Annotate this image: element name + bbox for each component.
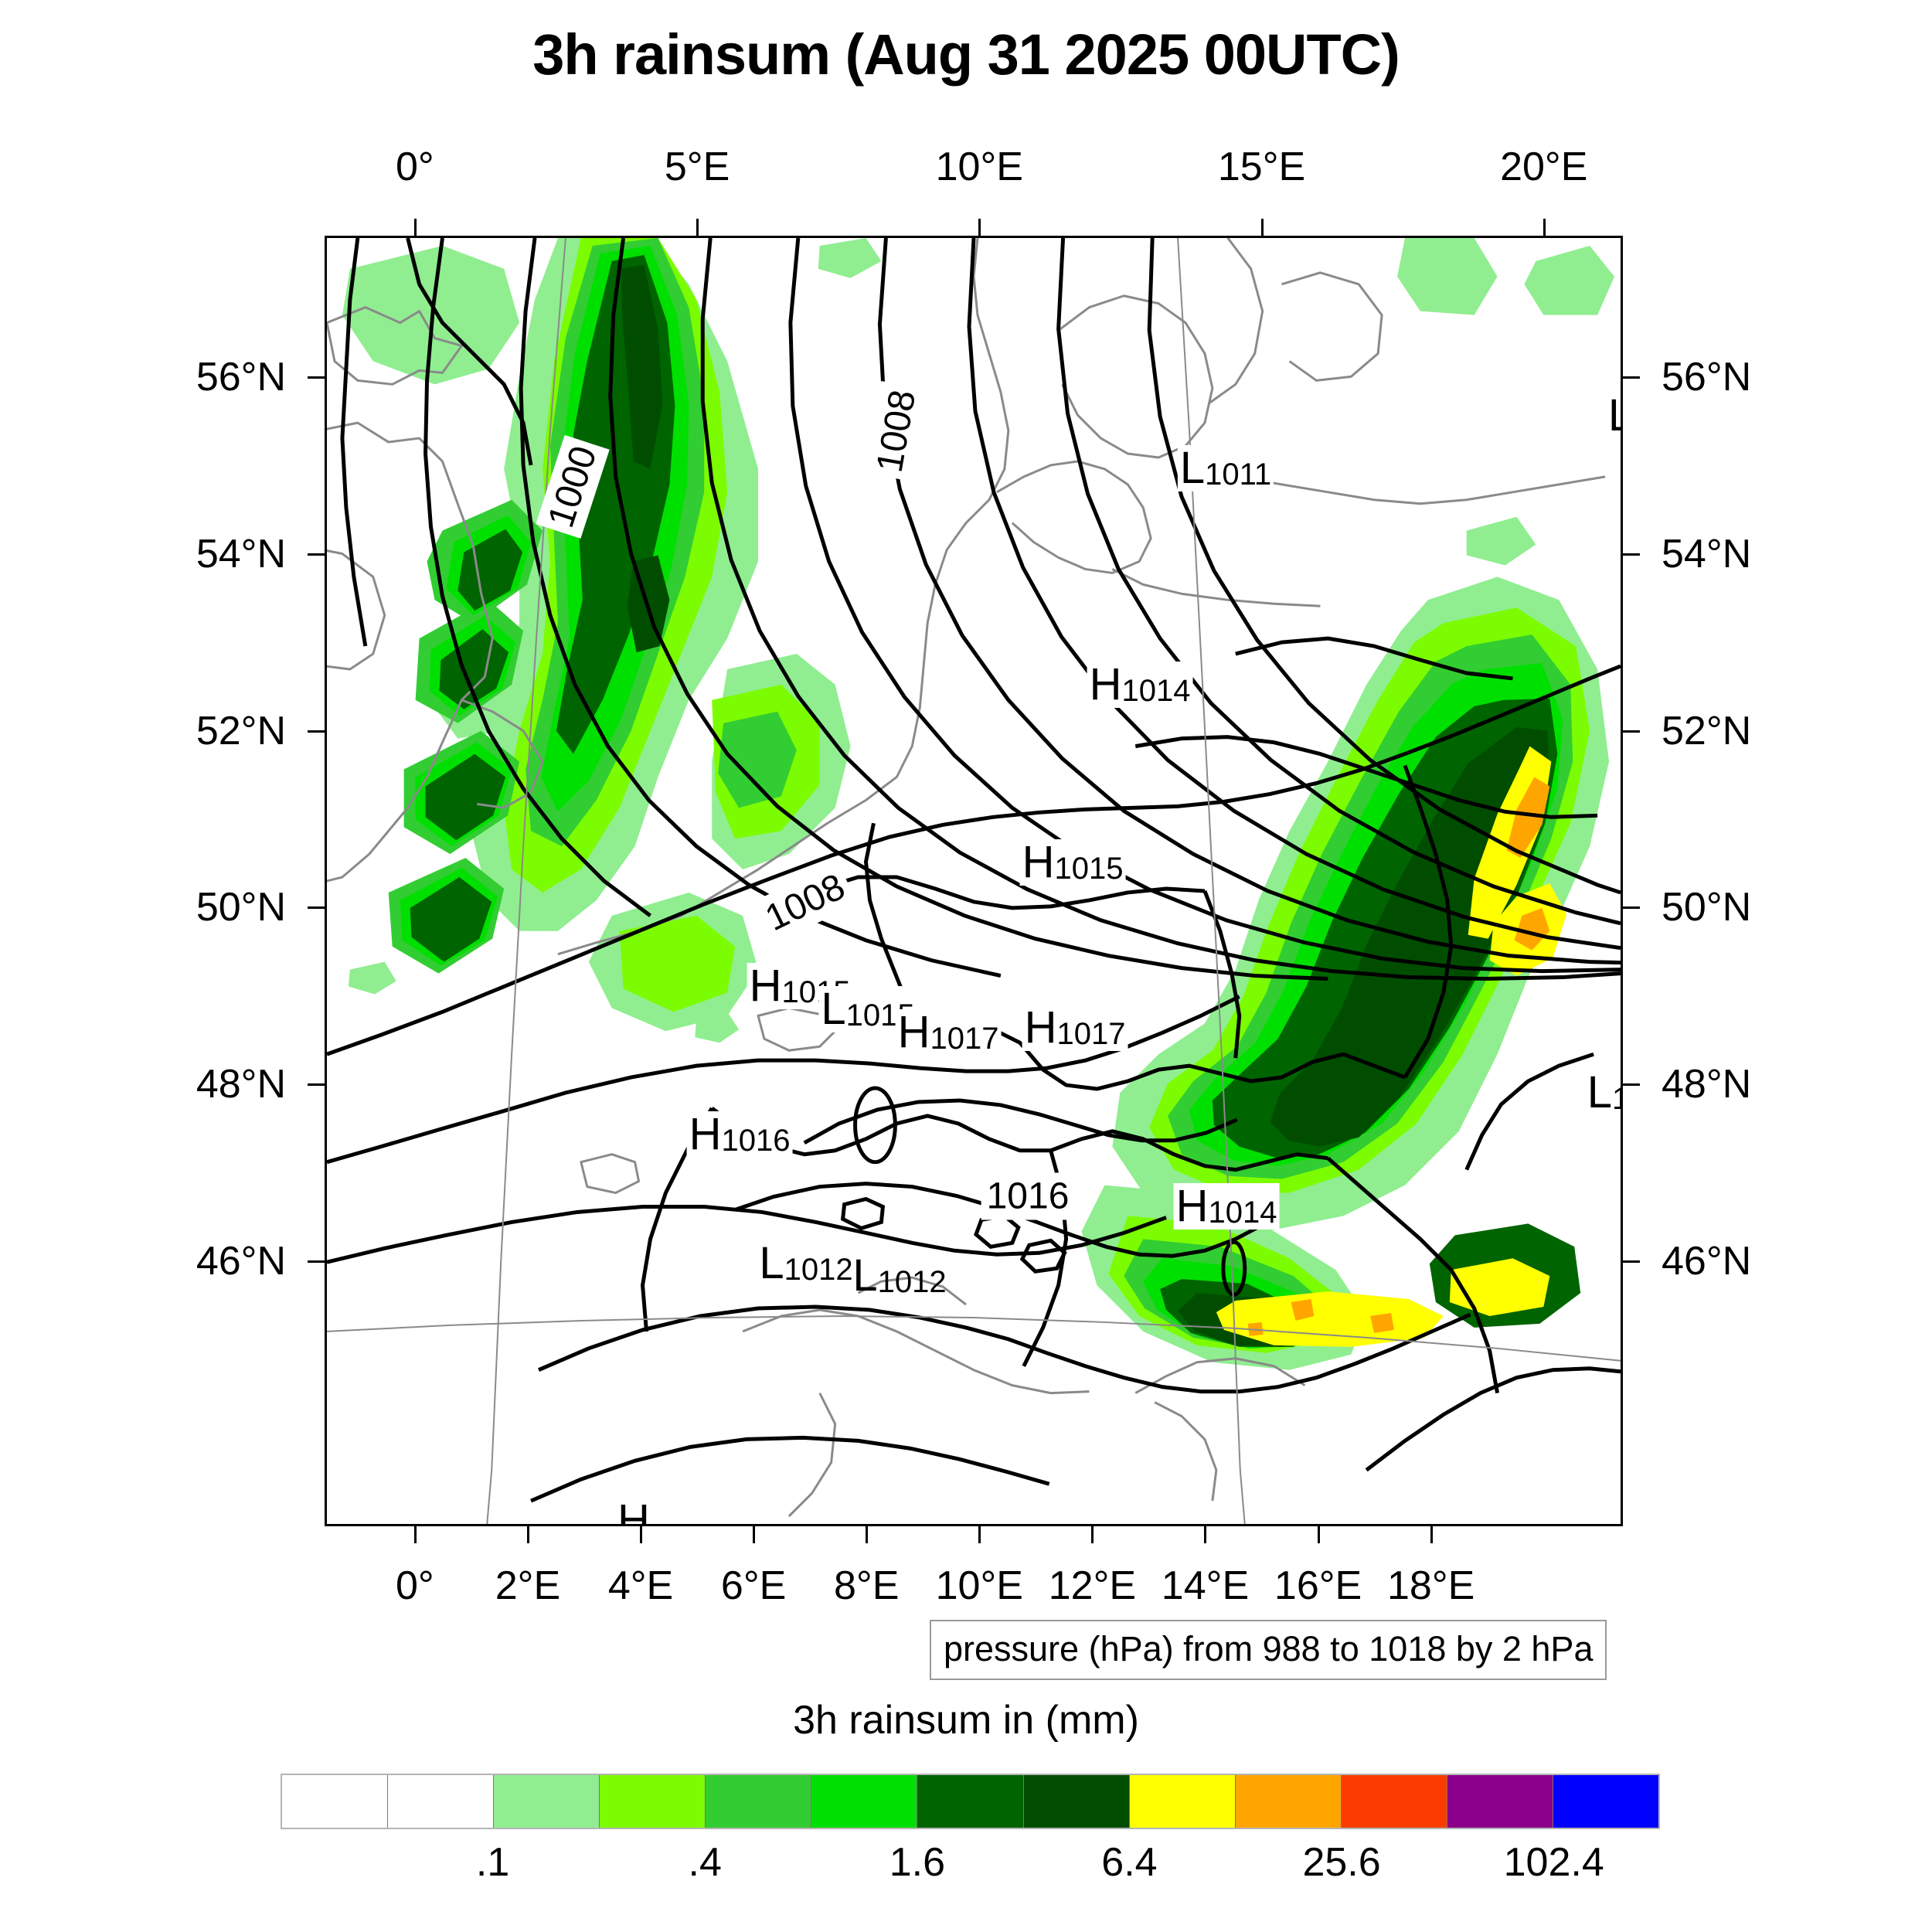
axis-tick-bottom-2 xyxy=(640,1526,643,1543)
axis-label-left-5: 46°N xyxy=(196,1238,286,1284)
axis-label-bottom-2: 4°E xyxy=(607,1563,674,1608)
pressure-system-H-1017-east: H1017 xyxy=(1022,1005,1128,1051)
colorbar-cell-1[interactable] xyxy=(388,1775,495,1828)
axis-label-top-4: 20°E xyxy=(1500,145,1588,189)
axis-label-bottom-1: 2°E xyxy=(495,1563,561,1608)
pressure-contour-layer xyxy=(327,238,1621,1503)
pressure-system-H-1014-north: H1014 xyxy=(1087,662,1193,708)
axis-label-left-4: 48°N xyxy=(196,1062,286,1107)
axis-tick-top-4 xyxy=(1543,219,1546,236)
map-plot-area[interactable]: L1011 H1014 H1015 H1015 L1015 H1017 H101… xyxy=(325,236,1623,1526)
page-title: 3h rainsum (Aug 31 2025 00UTC) xyxy=(532,22,1400,87)
colorbar-cell-9[interactable] xyxy=(1235,1775,1342,1828)
axis-tick-top-1 xyxy=(696,219,699,236)
colorbar-cell-3[interactable] xyxy=(600,1775,706,1828)
axis-label-right-4: 48°N xyxy=(1662,1062,1752,1107)
axis-label-top-0: 0° xyxy=(396,145,434,189)
axis-tick-bottom-8 xyxy=(1317,1526,1320,1543)
axis-label-bottom-8: 16°E xyxy=(1274,1563,1362,1608)
axis-tick-right-2 xyxy=(1623,730,1640,733)
axis-tick-bottom-7 xyxy=(1204,1526,1207,1543)
axis-label-bottom-6: 12°E xyxy=(1048,1563,1137,1608)
axis-tick-left-5 xyxy=(308,1260,325,1263)
colorbar-tick-labels: .1 .4 1.6 6.4 25.6 102.4 xyxy=(281,1839,1660,1893)
colorbar-cell-0[interactable] xyxy=(282,1775,389,1828)
pressure-system-L-clipped-north: L xyxy=(1606,393,1621,439)
axis-tick-bottom-4 xyxy=(866,1526,869,1543)
colorbar-label-1: .4 xyxy=(688,1840,722,1885)
axis-tick-left-3 xyxy=(308,906,325,910)
axis-label-right-2: 52°N xyxy=(1662,708,1752,753)
colorbar-label-4: 25.6 xyxy=(1302,1840,1381,1885)
axis-label-right-0: 56°N xyxy=(1662,355,1752,400)
colorbar-label-5: 102.4 xyxy=(1503,1840,1604,1885)
colorbar[interactable] xyxy=(281,1774,1660,1829)
colorbar-caption: 3h rainsum in (mm) xyxy=(793,1698,1139,1743)
pressure-system-L-1012-east: L1012 xyxy=(852,1250,947,1301)
colorbar-cell-7[interactable] xyxy=(1023,1775,1130,1828)
pressure-legend-box: pressure (hPa) from 988 to 1018 by 2 hPa xyxy=(930,1620,1607,1680)
axis-label-left-2: 52°N xyxy=(196,708,286,753)
axis-tick-bottom-9 xyxy=(1430,1526,1433,1543)
axis-label-bottom-9: 18°E xyxy=(1386,1563,1475,1608)
colorbar-label-2: 1.6 xyxy=(889,1840,945,1885)
axis-tick-left-2 xyxy=(308,730,325,733)
colorbar-label-0: .1 xyxy=(475,1840,510,1885)
axis-tick-bottom-6 xyxy=(1091,1526,1094,1543)
axis-label-right-5: 46°N xyxy=(1662,1238,1752,1284)
map-canvas xyxy=(327,238,1621,1524)
axis-label-bottom-5: 10°E xyxy=(935,1563,1023,1608)
colorbar-cell-4[interactable] xyxy=(706,1775,812,1828)
pressure-system-H-clipped-south: H xyxy=(617,1495,650,1526)
axis-label-bottom-0: 0° xyxy=(396,1563,434,1608)
axis-tick-bottom-5 xyxy=(978,1526,981,1543)
axis-tick-top-2 xyxy=(978,219,981,236)
axis-label-top-3: 15°E xyxy=(1217,145,1306,189)
pressure-system-L-1011: L1011 xyxy=(1177,445,1274,492)
axis-label-top-1: 5°E xyxy=(664,145,730,189)
axis-label-top-2: 10°E xyxy=(935,145,1023,189)
precip-scattered xyxy=(348,238,1536,1043)
colorbar-cell-12[interactable] xyxy=(1553,1775,1659,1828)
colorbar-cell-11[interactable] xyxy=(1447,1775,1553,1828)
pressure-system-H-1014-south: H1014 xyxy=(1173,1183,1280,1230)
axis-tick-right-0 xyxy=(1623,376,1640,379)
colorbar-label-3: 6.4 xyxy=(1101,1840,1158,1885)
axis-tick-right-3 xyxy=(1623,906,1640,910)
axis-label-bottom-4: 8°E xyxy=(834,1563,900,1608)
axis-tick-bottom-0 xyxy=(413,1526,417,1543)
axis-label-right-1: 54°N xyxy=(1662,531,1752,577)
axis-tick-right-5 xyxy=(1623,1260,1640,1263)
pressure-system-H-1015-east: H1015 xyxy=(1019,839,1126,886)
precip-shading-northwest xyxy=(342,238,851,1032)
contour-label-1016: 1016 xyxy=(981,1172,1075,1220)
axis-label-left-0: 56°N xyxy=(196,355,286,400)
axis-tick-bottom-3 xyxy=(753,1526,756,1543)
axis-tick-bottom-1 xyxy=(526,1526,529,1543)
pressure-system-H-1017-west: H1017 xyxy=(895,1009,1002,1056)
axis-tick-right-1 xyxy=(1623,553,1640,556)
axis-label-bottom-3: 6°E xyxy=(720,1563,787,1608)
axis-tick-left-4 xyxy=(308,1083,325,1087)
colorbar-cell-10[interactable] xyxy=(1341,1775,1447,1828)
colorbar-cell-6[interactable] xyxy=(917,1775,1024,1828)
colorbar-cell-5[interactable] xyxy=(811,1775,918,1828)
colorbar-cell-2[interactable] xyxy=(494,1775,600,1828)
axis-tick-left-1 xyxy=(308,553,325,556)
axis-tick-left-0 xyxy=(308,376,325,379)
precip-shading-southeast xyxy=(1081,238,1615,1370)
axis-tick-top-0 xyxy=(413,219,417,236)
colorbar-cell-8[interactable] xyxy=(1129,1775,1236,1828)
pressure-system-L-1012-west: L1012 xyxy=(759,1238,853,1288)
axis-label-bottom-7: 14°E xyxy=(1161,1563,1250,1608)
axis-tick-top-3 xyxy=(1260,219,1264,236)
axis-label-right-3: 50°N xyxy=(1662,885,1752,930)
axis-label-left-1: 54°N xyxy=(196,531,286,577)
pressure-system-L-1-clipped: L1 xyxy=(1587,1067,1621,1117)
axis-label-left-3: 50°N xyxy=(196,885,286,930)
axis-tick-right-4 xyxy=(1623,1083,1640,1087)
pressure-system-H-1016: H1016 xyxy=(686,1111,793,1158)
